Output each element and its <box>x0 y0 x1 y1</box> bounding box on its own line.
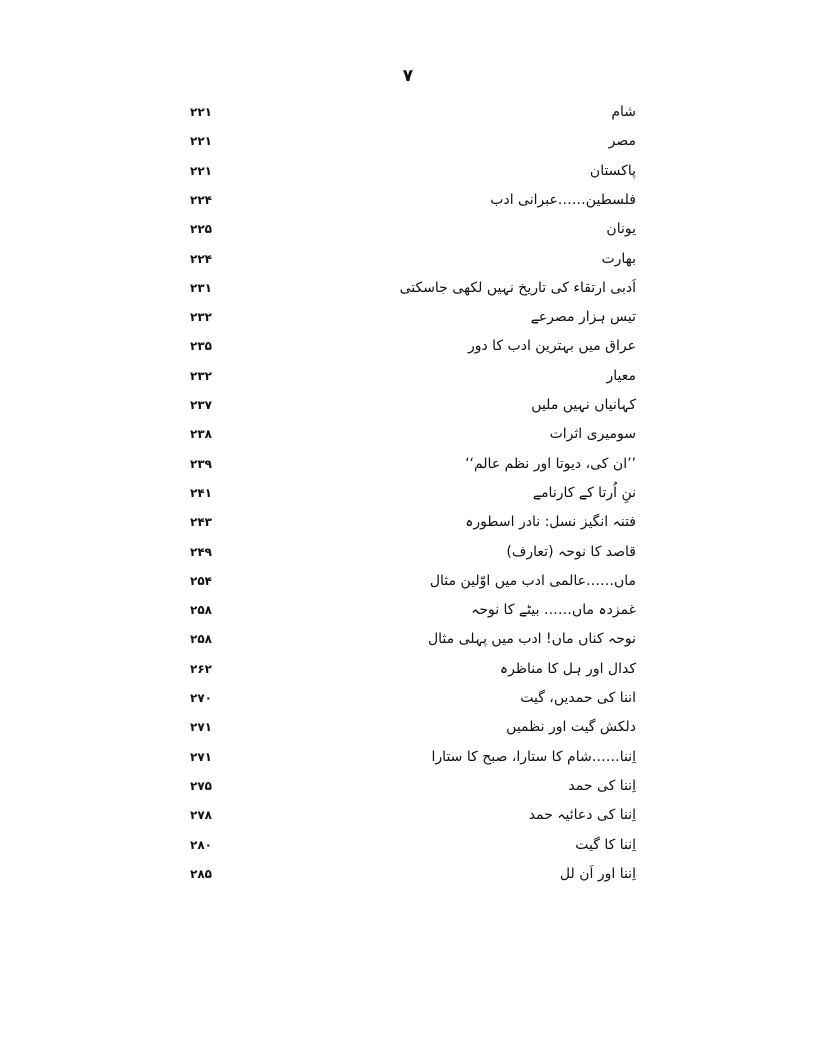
entry-page-number: ۲۳۵ <box>190 339 212 354</box>
entry-title: دلکش گیت اور نظمیں <box>506 719 636 736</box>
entry-page-number: ۲۳۱ <box>190 280 212 295</box>
toc-entry: دلکش گیت اور نظمیں ۲۷۱ <box>150 715 636 739</box>
entry-page-number: ۲۴۹ <box>190 544 212 559</box>
toc-entry: قاصد کا نوحہ (تعارف) ۲۴۹ <box>150 540 636 564</box>
entry-title: کدال اور ہل کا مناظرہ <box>499 660 636 677</box>
entry-page-number: ۲۷۱ <box>190 720 212 735</box>
toc-entry: اَدبی ارتقاء کی تاریخ نہیں لکھی جاسکتی ۲۳… <box>150 276 636 300</box>
entry-page-number: ۲۵۸ <box>190 632 212 647</box>
entry-page-number: ۲۳۲ <box>190 310 212 325</box>
toc-entry: اِننا……شام کا ستارا، صبح کا ستارا ۲۷۱ <box>150 745 636 769</box>
entry-title: اَدبی ارتقاء کی تاریخ نہیں لکھی جاسکتی <box>399 279 636 296</box>
toc-entry: ’’ان کی، دیوتا اور نظم عالم‘‘ ۲۳۹ <box>150 452 636 476</box>
toc-entry: کدال اور ہل کا مناظرہ ۲۶۲ <box>150 657 636 681</box>
toc-entry: تیس ہزار مصرعے ۲۳۲ <box>150 305 636 329</box>
toc-entry: معیار ۲۳۲ <box>150 364 636 388</box>
entry-page-number: ۲۳۷ <box>190 398 212 412</box>
entry-title: عراق میں بہترین ادب کا دور <box>467 338 636 355</box>
entry-page-number: ۲۴۳ <box>190 515 212 530</box>
entry-page-number: ۲۷۰ <box>190 691 212 705</box>
toc-entry: فتنہ انگیز نسل: نادر اسطورہ ۲۴۳ <box>150 510 636 534</box>
entry-title: مصر <box>608 133 636 150</box>
toc-entry: اِننا کی حمد ۲۷۵ <box>150 774 636 798</box>
entry-page-number: ۲۵۸ <box>190 603 212 618</box>
entry-title: تیس ہزار مصرعے <box>530 309 636 326</box>
page-number: ۷ <box>402 66 414 86</box>
entry-page-number: ۲۲۱ <box>190 134 212 149</box>
toc-entry: اننا کی حمدیں، گیت ۲۷۰ <box>150 686 636 710</box>
entry-page-number: ۲۷۵ <box>190 778 212 793</box>
entry-title: فتنہ انگیز نسل: نادر اسطورہ <box>465 514 636 531</box>
toc-entry: پاکستان ۲۲۱ <box>150 159 636 183</box>
entry-page-number: ۲۲۴ <box>190 192 212 207</box>
entry-page-number: ۲۲۵ <box>190 222 212 237</box>
entry-title: سومیری اثرات <box>549 426 636 443</box>
entry-title: ننِ اُرتا کے کارنامے <box>532 484 636 501</box>
entry-page-number: ۲۳۸ <box>190 427 212 442</box>
entry-title: اِننا کی دعائیہ حمد <box>528 807 636 824</box>
toc-entry: کہانیاں نہیں ملیں ۲۳۷ <box>150 393 636 417</box>
entry-title: اِننا کی حمد <box>568 777 636 794</box>
entry-page-number: ۲۳۹ <box>190 456 212 471</box>
entry-title: اننا کی حمدیں، گیت <box>520 690 636 706</box>
entry-page-number: ۲۵۴ <box>190 573 212 588</box>
toc-entry: غمزدہ ماں…… بیٹے کا نوحہ ۲۵۸ <box>150 598 636 622</box>
toc-entry: اِننا کا گیت ۲۸۰ <box>150 833 636 857</box>
toc-entry: بھارت ۲۲۴ <box>150 247 636 271</box>
entry-page-number: ۲۲۱ <box>190 105 212 119</box>
toc-entry: اِننا کی دعائیہ حمد ۲۷۸ <box>150 803 636 827</box>
entry-title: معیار <box>606 367 636 384</box>
entry-page-number: ۲۴۱ <box>190 485 212 500</box>
entry-title: ماں……عالمی ادب میں اوّلین مثال <box>429 572 636 589</box>
entry-title: اِننا……شام کا ستارا، صبح کا ستارا <box>431 748 636 765</box>
entry-title: نوحہ کناں ماں! ادب میں پہلی مثال <box>427 631 636 648</box>
toc-entry: شام ۲۲۱ <box>150 100 636 124</box>
toc-entry: مصر ۲۲۱ <box>150 129 636 153</box>
toc-entry: سومیری اثرات ۲۳۸ <box>150 422 636 446</box>
toc-entry: عراق میں بہترین ادب کا دور ۲۳۵ <box>150 334 636 358</box>
toc-entry: نوحہ کناں ماں! ادب میں پہلی مثال ۲۵۸ <box>150 627 636 651</box>
entry-title: بھارت <box>601 250 636 267</box>
entry-title: یونان <box>606 221 636 238</box>
entry-page-number: ۲۳۲ <box>190 368 212 383</box>
toc-entry: اِننا اور اَن لل ۲۸۵ <box>150 862 636 886</box>
entry-title: شام <box>611 104 636 120</box>
entry-page-number: ۲۷۱ <box>190 749 212 764</box>
entry-page-number: ۲۶۲ <box>190 661 212 676</box>
toc-entry: ماں……عالمی ادب میں اوّلین مثال ۲۵۴ <box>150 569 636 593</box>
entry-page-number: ۲۸۰ <box>190 837 212 852</box>
entry-title: فلسطین……عبرانی ادب <box>490 191 636 208</box>
entry-title: اِننا اور اَن لل <box>559 865 636 882</box>
entry-title: اِننا کا گیت <box>575 836 636 853</box>
entry-page-number: ۲۸۵ <box>190 866 212 881</box>
entry-title: ’’ان کی، دیوتا اور نظم عالم‘‘ <box>465 455 636 472</box>
toc-entry: ننِ اُرتا کے کارنامے ۲۴۱ <box>150 481 636 505</box>
entry-page-number: ۲۷۸ <box>190 808 212 823</box>
entry-page-number: ۲۲۱ <box>190 163 212 178</box>
toc-entry: فلسطین……عبرانی ادب ۲۲۴ <box>150 188 636 212</box>
entry-title: پاکستان <box>589 162 636 179</box>
entry-title: غمزدہ ماں…… بیٹے کا نوحہ <box>471 602 636 619</box>
entry-page-number: ۲۲۴ <box>190 251 212 266</box>
entry-title: کہانیاں نہیں ملیں <box>531 397 636 413</box>
toc-entry: یونان ۲۲۵ <box>150 217 636 241</box>
entry-title: قاصد کا نوحہ (تعارف) <box>506 543 636 560</box>
